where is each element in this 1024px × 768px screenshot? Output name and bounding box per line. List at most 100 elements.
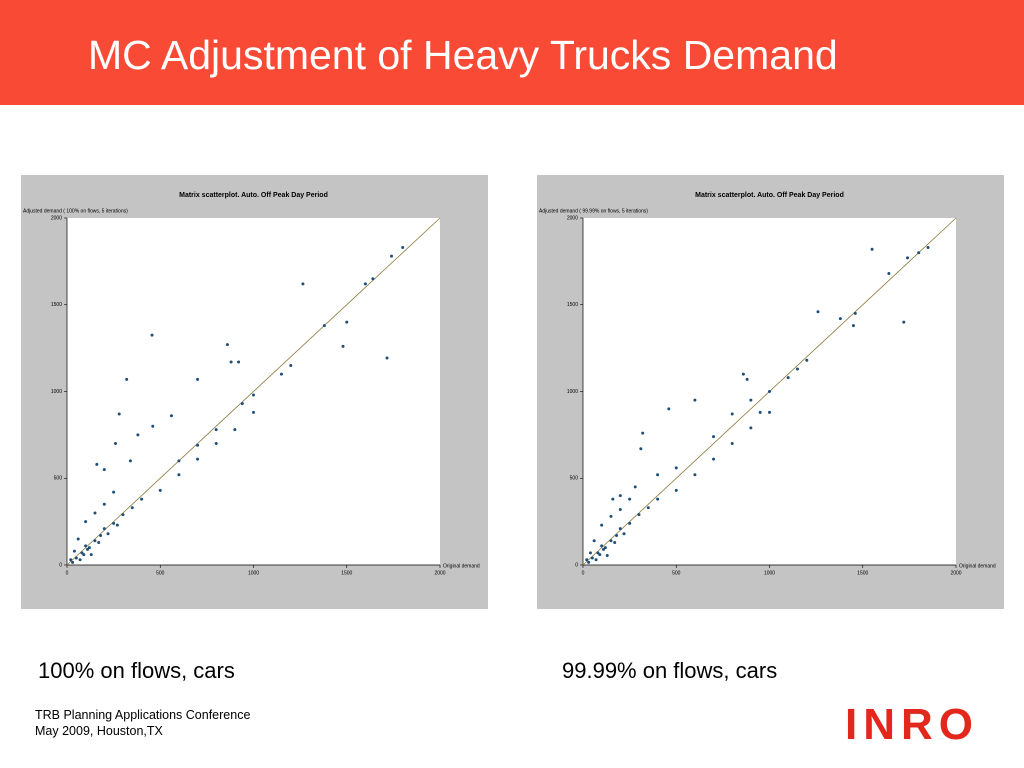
slide-title: MC Adjustment of Heavy Trucks Demand xyxy=(88,32,838,78)
scatter-point xyxy=(125,377,129,381)
scatter-point xyxy=(102,468,106,472)
scatter-point xyxy=(749,398,753,402)
scatter-point xyxy=(712,457,716,461)
scatter-point xyxy=(637,513,641,517)
scatter-point xyxy=(600,523,604,527)
scatter-point xyxy=(749,426,753,430)
x-axis-label: Original demand xyxy=(959,563,996,569)
scatter-point xyxy=(177,459,181,463)
x-tick-label: 1500 xyxy=(857,570,868,576)
scatter-point xyxy=(768,410,771,414)
caption: 99.99% on flows, cars xyxy=(562,658,778,683)
scatter-point xyxy=(587,560,591,564)
scatter-point xyxy=(590,556,594,560)
scatter-point xyxy=(758,410,762,414)
scatter-point xyxy=(196,457,200,461)
scatter-point xyxy=(106,532,110,536)
scatter-point xyxy=(102,527,106,531)
scatter-point xyxy=(656,497,660,501)
scatter-point xyxy=(99,534,103,538)
y-tick-label: 1500 xyxy=(567,302,578,308)
footer-text: TRB Planning Applications Conference xyxy=(35,708,251,722)
scatter-point xyxy=(345,320,349,324)
scatter-point xyxy=(252,410,255,414)
scatter-point xyxy=(112,490,116,494)
scatter-point xyxy=(169,414,173,418)
y-tick-label: 500 xyxy=(54,476,63,482)
scatter-point xyxy=(97,540,101,544)
caption: 100% on flows, cars xyxy=(38,658,235,683)
scatter-point xyxy=(605,553,609,557)
scatter-point xyxy=(89,553,93,557)
scatter-point xyxy=(853,311,857,315)
scatter-point xyxy=(229,360,233,364)
scatter-point xyxy=(196,443,200,447)
scatter-point xyxy=(592,539,596,543)
scatter-point xyxy=(390,254,394,258)
y-tick-label: 500 xyxy=(570,476,579,482)
scatter-point xyxy=(611,497,615,501)
scatter-point xyxy=(741,372,745,376)
scatter-point xyxy=(618,527,622,531)
scatter-point xyxy=(646,506,650,510)
y-axis-label: Adjusted demand ( 99.99% on flows, 5 ite… xyxy=(539,208,648,214)
scatter-point xyxy=(140,497,144,501)
scatter-point xyxy=(816,310,820,314)
scatter-point xyxy=(279,372,283,376)
chart-title: Matrix scatterplot. Auto. Off Peak Day P… xyxy=(695,192,844,199)
scatter-point xyxy=(225,343,229,347)
scatter-point xyxy=(917,251,921,255)
y-axis-label: Adjusted demand ( 100% on flows, 5 itera… xyxy=(23,208,128,214)
scatter-point xyxy=(906,256,910,260)
y-tick-label: 0 xyxy=(575,562,578,568)
chart-title: Matrix scatterplot. Auto. Off Peak Day P… xyxy=(179,192,328,199)
scatter-point xyxy=(622,532,626,536)
footer-text: May 2009, Houston,TX xyxy=(35,724,163,738)
y-tick-label: 2000 xyxy=(567,215,578,221)
scatter-point xyxy=(730,412,734,416)
scatter-point xyxy=(401,245,405,249)
scatter-point xyxy=(633,485,637,489)
scatter-point xyxy=(674,488,678,492)
scatter-point xyxy=(585,558,589,562)
scatter-point xyxy=(795,367,799,371)
x-tick-label: 500 xyxy=(156,570,165,576)
scatter-point xyxy=(618,507,622,511)
scatter-point xyxy=(136,433,140,437)
scatter-point xyxy=(674,466,678,470)
scatter-point xyxy=(102,502,106,506)
scatter-point xyxy=(745,377,749,381)
x-tick-label: 0 xyxy=(582,570,585,576)
scatter-point xyxy=(95,462,99,466)
scatter-point xyxy=(113,442,117,446)
scatter-point xyxy=(301,282,305,286)
scatter-point xyxy=(838,317,842,321)
diagonal-line xyxy=(66,217,441,566)
scatter-point xyxy=(805,358,809,362)
scatter-point xyxy=(86,547,90,551)
scatter-point xyxy=(371,277,375,281)
scatter-point xyxy=(240,402,244,406)
scatter-point xyxy=(130,506,134,510)
scatter-point xyxy=(363,282,367,286)
scatter-point xyxy=(600,544,604,548)
scatter-point xyxy=(72,549,76,553)
y-tick-label: 1500 xyxy=(51,302,62,308)
x-tick-label: 500 xyxy=(672,570,681,576)
scatter-point xyxy=(385,356,389,360)
scatter-point xyxy=(233,428,237,432)
scatter-point xyxy=(84,544,88,548)
x-axis-label: Original demand xyxy=(443,563,480,569)
scatter-point xyxy=(128,459,132,463)
scatter-point xyxy=(93,539,97,543)
scatter-point xyxy=(150,333,154,337)
y-tick-label: 0 xyxy=(59,562,62,568)
scatter-point xyxy=(639,447,643,451)
scatter-point xyxy=(252,393,255,397)
scatter-point xyxy=(609,514,613,518)
scatter-point xyxy=(237,360,241,364)
scatter-point xyxy=(851,324,855,328)
scatter-point xyxy=(628,521,632,525)
scatter-point xyxy=(618,494,622,498)
